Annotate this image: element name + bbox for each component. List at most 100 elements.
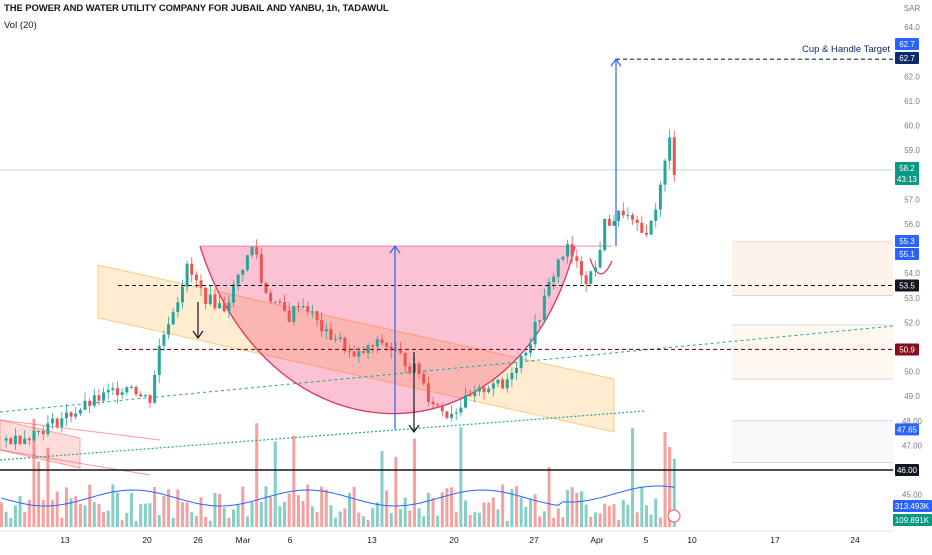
candle-body xyxy=(561,256,565,260)
candle-body xyxy=(547,281,551,296)
volume-bar xyxy=(232,509,235,527)
candle-body xyxy=(129,386,133,388)
volume-bar xyxy=(598,513,602,527)
candle-body xyxy=(162,334,166,346)
volume-bar xyxy=(310,506,314,527)
candle-body xyxy=(556,259,560,277)
candle-body xyxy=(626,215,630,217)
candle-body xyxy=(259,254,263,283)
volume-bar xyxy=(32,418,36,527)
candle-body xyxy=(593,267,597,272)
time-tick: 24 xyxy=(850,535,860,545)
volume-bar xyxy=(663,432,667,527)
volume-badge xyxy=(893,514,932,526)
price-tick: 61.0 xyxy=(904,97,920,106)
candle-body xyxy=(505,379,509,389)
volume-badge xyxy=(893,500,932,512)
candle-body xyxy=(348,351,351,353)
volume-bar xyxy=(180,502,184,527)
candle-body xyxy=(106,389,110,393)
candle-body xyxy=(635,219,639,223)
volume-bar xyxy=(296,495,300,527)
candle-body xyxy=(477,387,481,392)
volume-bar xyxy=(612,503,616,527)
candle-body xyxy=(426,383,430,402)
volume-bars xyxy=(0,418,676,527)
volume-bar xyxy=(13,505,17,527)
candle-body xyxy=(385,343,389,347)
candle-body xyxy=(320,320,324,332)
price-badge-text: 62.7 xyxy=(899,40,915,49)
volume-bar xyxy=(473,511,477,527)
candle-body xyxy=(185,263,189,287)
candle-body xyxy=(663,160,667,185)
volume-bar xyxy=(417,508,421,527)
volume-bar xyxy=(213,492,217,527)
candle-body xyxy=(501,379,505,389)
candle-body xyxy=(315,311,319,321)
volume-bar xyxy=(468,515,472,527)
volume-bar xyxy=(27,499,31,527)
volume-bar xyxy=(552,517,556,527)
volume-bar xyxy=(658,517,662,527)
volume-bar xyxy=(278,506,282,527)
candle-body xyxy=(519,355,523,369)
price-badge xyxy=(895,248,919,260)
measure-arrows xyxy=(192,58,622,434)
volume-bar xyxy=(204,516,208,527)
time-axis[interactable]: 13 20 26 Mar 6 13 20 27 Apr 5 10 17 24 xyxy=(0,530,893,545)
price-badge-text: 47.65 xyxy=(897,425,918,434)
volume-bar xyxy=(654,498,658,527)
candle-body xyxy=(352,351,356,357)
candle-body xyxy=(194,274,198,281)
zone-0 xyxy=(732,241,893,296)
volume-bar xyxy=(510,488,514,527)
volume-badge-text: 109.891K xyxy=(895,516,930,525)
small-channel-upper xyxy=(0,419,161,441)
candle-body xyxy=(64,412,68,419)
volume-bar xyxy=(18,496,22,527)
candle-body xyxy=(78,409,82,414)
time-tick: 20 xyxy=(449,535,459,545)
candle-body xyxy=(13,435,17,445)
price-badge xyxy=(895,52,919,64)
volume-bar xyxy=(46,447,50,527)
candle-body xyxy=(199,280,203,288)
volume-bar xyxy=(320,486,324,527)
candle-body xyxy=(273,301,277,303)
volume-bar xyxy=(9,518,13,527)
candle-body xyxy=(116,388,119,396)
volume-bar xyxy=(375,502,379,527)
candle-body xyxy=(180,286,184,303)
volume-bar xyxy=(496,509,500,527)
candle-body xyxy=(510,372,514,380)
volume-bar xyxy=(607,505,611,527)
volume-bar xyxy=(37,461,41,527)
candle-body xyxy=(241,269,245,275)
volume-bar xyxy=(426,492,430,527)
candle-body xyxy=(306,306,310,312)
volume-bar xyxy=(649,514,653,527)
volume-bar xyxy=(64,487,68,527)
volume-bar xyxy=(315,512,319,527)
volume-bar xyxy=(519,497,523,527)
volume-bar xyxy=(482,502,486,527)
candle-body xyxy=(176,302,180,312)
chart-header: THE POWER AND WATER UTILITY COMPANY FOR … xyxy=(4,3,389,31)
candle-body xyxy=(431,401,435,405)
price-axis[interactable]: SAR 64.0 62.0 61.0 60.0 59.0 57.0 56.0 54.0 53.0 5… xyxy=(893,0,932,550)
volume-bar xyxy=(431,497,435,527)
volume-bar xyxy=(153,486,157,527)
candle-body xyxy=(640,222,644,233)
volume-bar xyxy=(631,428,635,527)
candle-body xyxy=(644,232,648,235)
volume-bar xyxy=(92,502,96,527)
volume-bar xyxy=(640,486,644,527)
flash-icon[interactable] xyxy=(667,509,681,523)
candle-body xyxy=(139,394,143,397)
candle-body xyxy=(190,263,194,275)
volume-bar xyxy=(287,493,291,527)
time-tick: Mar xyxy=(236,535,251,545)
